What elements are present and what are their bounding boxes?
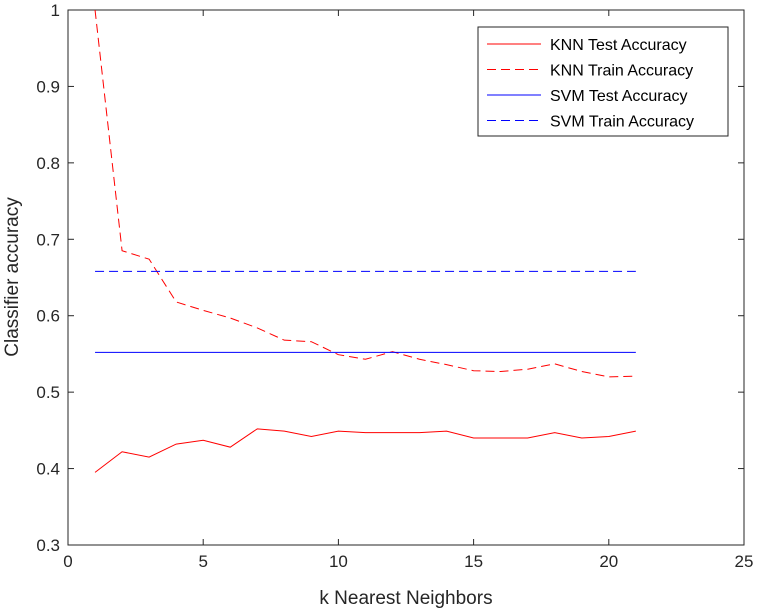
y-tick-label: 0.3 xyxy=(36,536,60,555)
x-tick-label: 10 xyxy=(329,552,348,571)
x-axis-title: k Nearest Neighbors xyxy=(319,588,492,609)
series-layer xyxy=(94,10,636,473)
y-tick-label: 0.4 xyxy=(36,460,60,479)
y-tick-label: 0.7 xyxy=(36,230,60,249)
x-tick-label: 25 xyxy=(735,552,754,571)
series-line-1 xyxy=(94,10,636,378)
legend: KNN Test Accuracy KNN Train Accuracy SVM T… xyxy=(477,26,729,137)
y-tick-label: 1 xyxy=(51,1,60,20)
y-tick-label: 0.9 xyxy=(36,77,60,96)
series-line-0 xyxy=(94,428,636,473)
legend-label-2: SVM Test Accuracy xyxy=(550,88,688,105)
x-tick-label: 5 xyxy=(198,552,207,571)
legend-label-1: KNN Train Accuracy xyxy=(550,63,693,80)
y-axis-title: Classifier accuracy xyxy=(2,197,23,357)
y-tick-label: 0.6 xyxy=(36,307,60,326)
y-axis: 0.3 0.4 0.5 0.6 0.7 0.8 0.9 1 xyxy=(36,1,744,555)
x-axis: 0 5 10 15 20 25 xyxy=(63,10,753,571)
x-tick-label: 20 xyxy=(599,552,618,571)
y-tick-label: 0.5 xyxy=(36,383,60,402)
legend-label-0: KNN Test Accuracy xyxy=(550,37,687,54)
y-tick-label: 0.8 xyxy=(36,154,60,173)
legend-box xyxy=(477,26,729,137)
legend-label-3: SVM Train Accuracy xyxy=(550,114,694,131)
x-tick-label: 0 xyxy=(63,552,72,571)
x-tick-label: 15 xyxy=(464,552,483,571)
